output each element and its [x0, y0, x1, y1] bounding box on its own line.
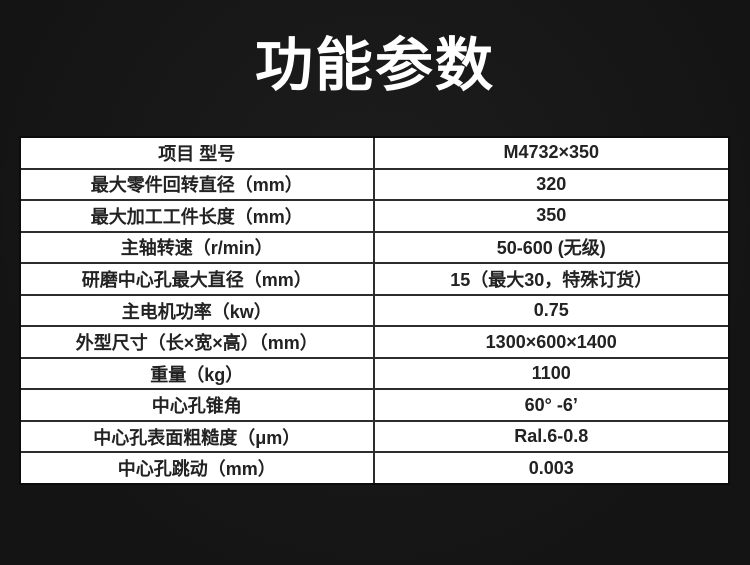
spec-value-cell: 50-600 (无级)	[374, 232, 728, 263]
spec-value-cell: 15（最大30，特殊订货）	[374, 264, 728, 294]
table-row: 中心孔锥角 60° -6’	[21, 388, 728, 420]
spec-label-cell: 主电机功率（kw）	[21, 295, 375, 326]
spec-value-cell: Ral.6-0.8	[374, 421, 728, 452]
table-row: 主轴转速（r/min） 50-600 (无级)	[21, 230, 728, 263]
page-title: 功能参数	[254, 33, 495, 98]
table-row: 最大加工工件长度（mm） 350	[21, 199, 728, 231]
spec-label-cell: 中心孔跳动（mm）	[21, 453, 375, 484]
spec-value-cell: M4732×350	[374, 138, 728, 168]
table-row: 项目 型号 M4732×350	[21, 138, 728, 168]
table-row: 中心孔跳动（mm） 0.003	[21, 451, 728, 484]
spec-value-cell: 60° -6’	[374, 390, 728, 420]
spec-value-cell: 350	[374, 201, 728, 231]
spec-label-cell: 最大加工工件长度（mm）	[21, 201, 375, 231]
spec-value-cell: 320	[374, 169, 728, 200]
table-row: 外型尺寸（长×宽×高）（mm） 1300×600×1400	[21, 325, 728, 357]
table-row: 研磨中心孔最大直径（mm） 15（最大30，特殊订货）	[21, 262, 728, 294]
spec-table: 项目 型号 M4732×350 最大零件回转直径（mm） 320 最大加工工件长度（mm…	[19, 136, 730, 485]
spec-label-cell: 中心孔表面粗糙度（μm）	[21, 421, 375, 452]
spec-value-cell: 1300×600×1400	[374, 327, 728, 357]
spec-label-cell: 重量（kg）	[21, 358, 375, 389]
table-row: 中心孔表面粗糙度（μm） Ral.6-0.8	[21, 419, 728, 452]
spec-label-cell: 最大零件回转直径（mm）	[21, 169, 375, 200]
spec-label-cell: 研磨中心孔最大直径（mm）	[21, 264, 375, 294]
table-row: 主电机功率（kw） 0.75	[21, 293, 728, 326]
spec-label-cell: 外型尺寸（长×宽×高）（mm）	[21, 327, 375, 357]
spec-label-cell: 中心孔锥角	[21, 390, 375, 420]
spec-label-cell: 主轴转速（r/min）	[21, 232, 375, 263]
table-row: 重量（kg） 1100	[21, 356, 728, 389]
table-row: 最大零件回转直径（mm） 320	[21, 167, 728, 200]
spec-value-cell: 0.75	[374, 295, 728, 326]
spec-value-cell: 1100	[374, 358, 728, 389]
spec-label-cell: 项目 型号	[21, 138, 375, 168]
spec-value-cell: 0.003	[374, 453, 728, 484]
